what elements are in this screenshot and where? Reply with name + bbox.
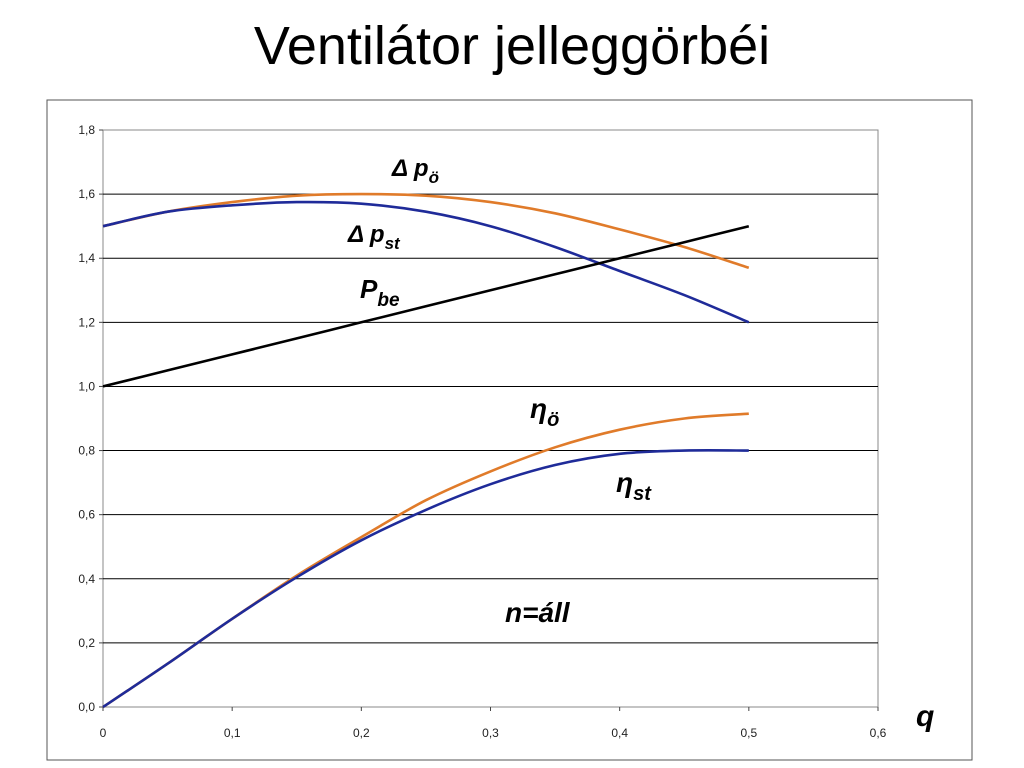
curve-label-subscript: st (385, 234, 401, 253)
y-tick-label: 1,6 (78, 187, 95, 201)
y-tick-label: 1,2 (78, 315, 95, 329)
curve-label-p-be: Pbe (360, 274, 400, 311)
gridlines (99, 129, 879, 711)
curve-label-dp-st: Δ pst (347, 221, 401, 253)
series-lines (102, 192, 750, 709)
y-tick-label: 0,6 (78, 508, 95, 522)
series-line-dp-oe (102, 192, 750, 270)
y-tick-label: 1,8 (78, 123, 95, 137)
curve-label-dp-oe: Δ pö (391, 155, 439, 187)
curve-label-subscript: st (633, 483, 652, 505)
y-tick-label: 0,8 (78, 444, 95, 458)
curve-label-eta-st: ηst (616, 467, 652, 505)
curve-label-symbol: η (530, 393, 547, 424)
x-tick-label: 0,4 (611, 726, 628, 740)
annotation-n-all: n=áll (505, 597, 571, 628)
tick-labels: 0,0 0,2 0,4 0,6 0,8 1,0 1,2 1,4 1,6 1,8 0 0,1 0,2 0,3… (78, 123, 886, 740)
y-tick-label: 1,4 (78, 251, 95, 265)
x-tick-label: 0,5 (740, 726, 757, 740)
curve-label-symbol: η (616, 467, 633, 498)
y-tick-label: 0,4 (78, 572, 95, 586)
series-line-p-be (102, 224, 750, 388)
slide-title: Ventilátor jelleggörbéi (253, 16, 771, 76)
series-line-dp-st (102, 200, 750, 324)
series-line-eta-st (102, 449, 749, 709)
curve-label-subscript: ö (429, 168, 439, 187)
curve-label-symbol: Δ p (347, 221, 385, 248)
x-tick-label: 0,1 (224, 726, 241, 740)
x-tick-label: 0,6 (870, 726, 887, 740)
curve-label-subscript: be (377, 290, 400, 311)
y-tick-label: 0,2 (78, 636, 95, 650)
x-tick-label: 0,3 (482, 726, 499, 740)
y-tick-label: 0,0 (78, 700, 95, 714)
plot-area (102, 129, 879, 708)
curve-label-eta-oe: ηö (530, 393, 559, 431)
x-tick-label: 0 (100, 726, 107, 740)
curve-label-symbol: P (360, 274, 378, 304)
curve-label-symbol: Δ p (391, 155, 429, 182)
curve-label-subscript: ö (547, 409, 559, 431)
y-tick-label: 1,0 (78, 379, 95, 393)
x-axis-label: q (916, 700, 934, 733)
x-tick-label: 0,2 (353, 726, 370, 740)
